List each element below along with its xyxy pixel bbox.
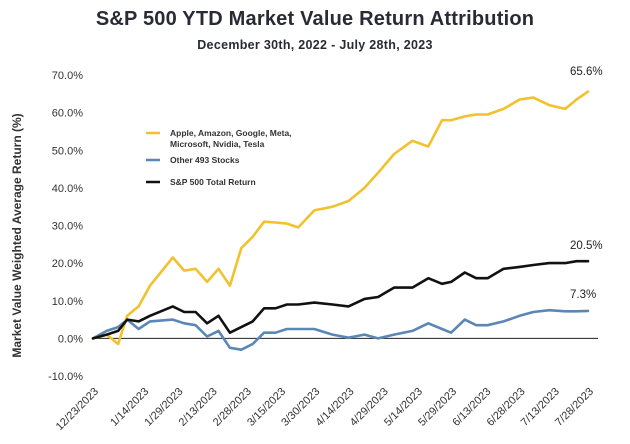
end-label-magnificent-seven: 65.6% [570,66,603,78]
y-tick-label: 70.0% [52,70,83,82]
end-label-other-493: 7.3% [570,289,596,301]
sp500-total-line [91,259,590,340]
legend-label: S&P 500 Total Return [170,177,256,187]
legend-item-other-493: Other 493 Stocks [146,155,240,165]
y-tick-label: 10.0% [52,296,83,308]
y-axis-title-group: Market Value Weighted Average Return (%) [10,113,24,357]
series-group [91,90,590,352]
y-tick-label: 0.0% [58,333,83,345]
legend-label: Apple, Amazon, Google, Meta, [170,128,292,138]
legend-label: Other 493 Stocks [170,155,240,165]
x-axis: 12/23/2023 1/14/20231/29/20232/13/20232/2… [54,386,596,433]
y-tick-label: -10.0% [48,371,83,383]
y-tick-label: 30.0% [52,221,83,233]
end-label-sp500: 20.5% [570,240,603,252]
other-493-line [91,308,590,352]
end-labels: 65.6% 20.5% 7.3% [570,66,603,301]
chart-title: S&P 500 YTD Market Value Return Attribut… [95,8,535,30]
legend: Apple, Amazon, Google, Meta,Microsoft, N… [146,128,292,187]
chart-subtitle: December 30th, 2022 - July 28th, 2023 [197,38,433,52]
legend-item-sp500: S&P 500 Total Return [146,177,256,187]
y-axis-title: Market Value Weighted Average Return (%) [10,113,24,357]
y-tick-label: 50.0% [52,145,83,157]
legend-label: Microsoft, Nvidia, Tesla [170,139,265,149]
y-tick-label: 40.0% [52,183,83,195]
y-tick-label: 20.0% [52,258,83,270]
y-axis: 70.0% 60.0% 50.0% 40.0% 30.0% 20.0% 10.0% 0.0% -… [48,70,83,383]
legend-item-magnificent-seven: Apple, Amazon, Google, Meta,Microsoft, N… [146,128,292,149]
x-tick-label: 12/23/2023 [54,386,101,433]
magnificent-seven-line [91,90,590,346]
y-tick-label: 60.0% [52,108,83,120]
